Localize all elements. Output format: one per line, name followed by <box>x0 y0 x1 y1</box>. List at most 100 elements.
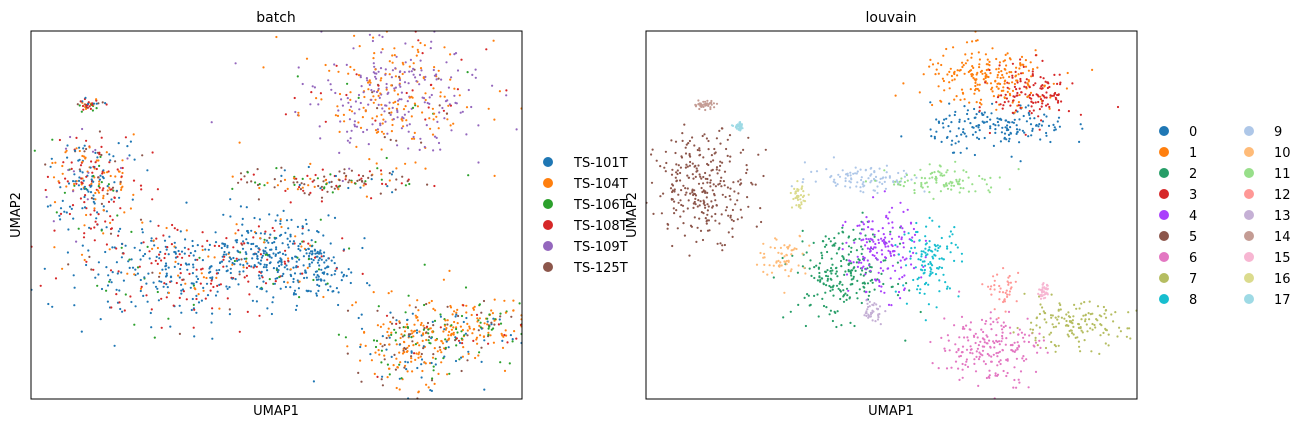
point <box>940 336 943 339</box>
point <box>450 129 453 132</box>
point <box>167 291 170 294</box>
point <box>1005 138 1008 141</box>
point <box>286 268 289 271</box>
legend-entry: TS-109T <box>543 240 628 255</box>
point <box>392 364 395 367</box>
point <box>993 279 996 282</box>
point <box>398 83 401 86</box>
point <box>414 343 417 346</box>
point <box>141 231 144 234</box>
point <box>280 258 283 261</box>
point <box>54 161 57 164</box>
point <box>407 82 410 85</box>
point <box>500 332 503 335</box>
point <box>353 68 356 71</box>
point <box>458 94 461 97</box>
point <box>998 360 1001 363</box>
point <box>945 287 949 290</box>
legend-marker <box>1159 147 1169 157</box>
point <box>97 191 101 194</box>
point <box>705 222 708 225</box>
point <box>981 177 984 180</box>
point <box>845 273 849 276</box>
point <box>281 252 285 255</box>
point <box>271 241 274 245</box>
point <box>862 238 865 241</box>
point <box>252 253 255 256</box>
point <box>985 120 989 123</box>
point <box>216 290 219 293</box>
point <box>406 361 409 364</box>
point <box>683 234 687 237</box>
point <box>279 287 282 290</box>
point <box>1023 333 1026 336</box>
point <box>510 315 513 318</box>
point <box>924 256 927 259</box>
point <box>820 251 823 254</box>
point <box>754 183 757 186</box>
point <box>363 95 366 99</box>
point <box>1050 94 1054 97</box>
point <box>410 336 413 339</box>
point <box>280 166 283 169</box>
point <box>858 224 861 227</box>
point <box>884 236 887 239</box>
point <box>307 184 310 187</box>
point <box>990 285 993 288</box>
point <box>170 280 173 283</box>
point <box>714 219 717 222</box>
point <box>89 185 92 188</box>
point <box>83 258 86 262</box>
point <box>187 263 191 266</box>
point <box>89 191 93 194</box>
point <box>992 144 996 147</box>
point <box>975 101 978 104</box>
point <box>824 270 828 274</box>
point <box>1043 84 1046 87</box>
point <box>478 351 481 354</box>
point <box>407 344 411 347</box>
point <box>978 109 981 112</box>
point <box>327 79 330 82</box>
point <box>1005 64 1008 67</box>
point <box>844 220 847 223</box>
point <box>455 311 458 314</box>
point <box>289 286 292 289</box>
point <box>719 160 722 163</box>
point <box>859 168 862 171</box>
point <box>92 268 95 271</box>
point <box>941 77 945 80</box>
point <box>861 282 864 285</box>
point <box>977 126 980 129</box>
point <box>899 225 903 228</box>
point <box>95 167 98 171</box>
point <box>109 232 113 235</box>
point <box>221 242 224 245</box>
point <box>872 196 875 199</box>
point <box>1011 81 1014 84</box>
point <box>461 342 464 345</box>
legend-entry: TS-104T <box>543 177 628 192</box>
point <box>696 226 699 229</box>
point <box>996 96 1000 99</box>
point <box>988 191 991 194</box>
point <box>465 304 468 307</box>
point <box>834 272 837 275</box>
point <box>1006 371 1009 375</box>
point <box>404 360 407 363</box>
point <box>997 351 1000 354</box>
point <box>832 294 835 297</box>
point <box>150 239 153 242</box>
point <box>180 283 183 286</box>
point <box>687 176 691 179</box>
point <box>955 135 958 138</box>
point <box>1071 82 1074 85</box>
point <box>1004 324 1007 327</box>
point <box>685 191 688 194</box>
point <box>923 271 926 274</box>
point <box>984 75 987 78</box>
point <box>716 172 719 175</box>
point <box>854 269 857 272</box>
point <box>900 266 903 269</box>
point <box>386 376 389 379</box>
